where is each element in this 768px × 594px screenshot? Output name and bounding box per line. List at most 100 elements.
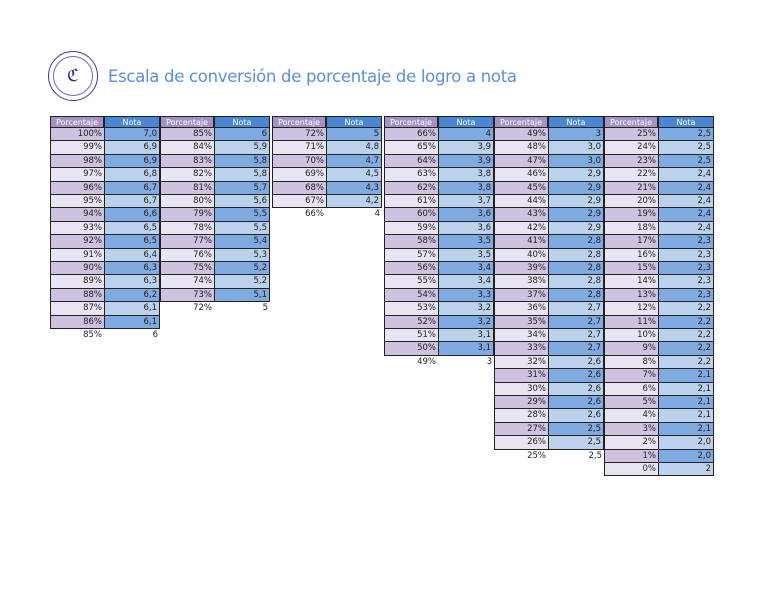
- percentage-cell: 98%: [50, 154, 104, 169]
- grade-cell: 3,8: [438, 168, 494, 182]
- percentage-cell: 62%: [384, 181, 438, 195]
- column-header-nota: Nota: [326, 116, 382, 128]
- trailing-grade: 6: [152, 330, 158, 340]
- percentage-cell: 44%: [494, 195, 548, 209]
- grade-cell: 3,2: [438, 302, 494, 316]
- percentage-cell: 38%: [494, 275, 548, 289]
- grade-cell: 6,7: [104, 195, 160, 209]
- trailing-grade: 3: [486, 356, 492, 367]
- grade-cell: 4: [438, 128, 494, 142]
- percentage-cell: 63%: [384, 168, 438, 182]
- percentage-cell: 56%: [384, 262, 438, 276]
- percentage-cell: 18%: [604, 221, 658, 236]
- grade-cell: 3,6: [438, 221, 494, 236]
- grade-cell: 2,6: [548, 369, 604, 383]
- percentage-cell: 64%: [384, 154, 438, 169]
- grade-cell: 4,7: [326, 154, 382, 169]
- grade-cell: 6,1: [104, 315, 160, 329]
- percentage-cell: 46%: [494, 168, 548, 182]
- percentage-cell: 53%: [384, 302, 438, 316]
- grade-cell: 2,5: [548, 436, 604, 450]
- page-header: ℭ Escala de conversión de porcentaje de …: [48, 50, 517, 102]
- percentage-cell: 10%: [604, 329, 658, 343]
- grade-cell: 2,1: [658, 409, 714, 423]
- percentage-cell: 36%: [494, 302, 548, 316]
- grade-cell: 2,3: [658, 288, 714, 303]
- column-header-porcentaje: Porcentaje: [384, 116, 438, 128]
- trailing-percentage: 49%: [417, 356, 436, 367]
- grade-cell: 2,8: [548, 275, 604, 289]
- column-header-nota: Nota: [104, 116, 160, 128]
- grade-cell: 6,8: [104, 168, 160, 182]
- grade-cell: 3,0: [548, 141, 604, 155]
- grade-cell: 3,3: [438, 288, 494, 303]
- column-header-nota: Nota: [438, 116, 494, 128]
- grade-cell: 5,1: [214, 288, 270, 303]
- grade-cell: 2,0: [658, 436, 714, 450]
- grade-cell: 2,4: [658, 195, 714, 209]
- grade-cell: 5,5: [214, 208, 270, 222]
- percentage-cell: 27%: [494, 422, 548, 437]
- trailing-grade: 2,5: [588, 450, 602, 461]
- trailing-percentage: 25%: [527, 450, 546, 461]
- trailing-grade: 4: [374, 209, 380, 220]
- column-header-porcentaje: Porcentaje: [160, 116, 214, 128]
- percentage-cell: 59%: [384, 221, 438, 236]
- percentage-cell: 60%: [384, 208, 438, 222]
- grade-cell: 6,5: [104, 235, 160, 249]
- grade-cell: 5,8: [214, 154, 270, 169]
- grade-cell: 3,4: [438, 262, 494, 276]
- grade-cell: 2,6: [548, 396, 604, 410]
- column-header-nota: Nota: [548, 116, 604, 128]
- column-header-porcentaje: Porcentaje: [604, 116, 658, 128]
- grade-cell: 2,6: [548, 409, 604, 423]
- percentage-cell: 67%: [272, 195, 326, 209]
- percentage-cell: 8%: [604, 355, 658, 370]
- grade-cell: 4,2: [326, 195, 382, 209]
- grade-cell: 2,2: [658, 329, 714, 343]
- percentage-cell: 88%: [50, 288, 104, 303]
- percentage-cell: 100%: [50, 128, 104, 142]
- grade-cell: 6,1: [104, 302, 160, 316]
- percentage-cell: 28%: [494, 409, 548, 423]
- percentage-cell: 70%: [272, 154, 326, 169]
- percentage-cell: 9%: [604, 342, 658, 356]
- percentage-cell: 26%: [494, 436, 548, 450]
- grade-cell: 5,5: [214, 221, 270, 236]
- percentage-cell: 34%: [494, 329, 548, 343]
- grade-cell: 6: [214, 128, 270, 142]
- percentage-cell: 40%: [494, 248, 548, 262]
- percentage-cell: 57%: [384, 248, 438, 262]
- grade-cell: 3,4: [438, 275, 494, 289]
- percentage-cell: 58%: [384, 235, 438, 249]
- grade-cell: 2,7: [548, 315, 604, 329]
- grade-cell: 2,2: [658, 355, 714, 370]
- grade-cell: 2,2: [658, 302, 714, 316]
- percentage-cell: 31%: [494, 369, 548, 383]
- grade-cell: 2,8: [548, 235, 604, 249]
- grade-cell: 6,6: [104, 208, 160, 222]
- percentage-cell: 15%: [604, 262, 658, 276]
- page-title: Escala de conversión de porcentaje de lo…: [108, 66, 517, 86]
- column-header-porcentaje: Porcentaje: [50, 116, 104, 128]
- grade-cell: 2,9: [548, 208, 604, 222]
- percentage-cell: 32%: [494, 355, 548, 370]
- percentage-cell: 5%: [604, 396, 658, 410]
- percentage-cell: 54%: [384, 288, 438, 303]
- percentage-cell: 94%: [50, 208, 104, 222]
- grade-cell: 5,6: [214, 195, 270, 209]
- percentage-cell: 17%: [604, 235, 658, 249]
- percentage-cell: 55%: [384, 275, 438, 289]
- grade-cell: 3,8: [438, 181, 494, 195]
- grade-cell: 2,5: [658, 128, 714, 142]
- percentage-cell: 95%: [50, 195, 104, 209]
- grade-cell: 2,6: [548, 355, 604, 370]
- grade-cell: 2,4: [658, 208, 714, 222]
- percentage-cell: 20%: [604, 195, 658, 209]
- percentage-cell: 90%: [50, 262, 104, 276]
- percentage-cell: 16%: [604, 248, 658, 262]
- percentage-cell: 4%: [604, 409, 658, 423]
- grade-cell: 5,3: [214, 248, 270, 262]
- grade-cell: 5,9: [214, 141, 270, 155]
- percentage-cell: 0%: [604, 463, 658, 477]
